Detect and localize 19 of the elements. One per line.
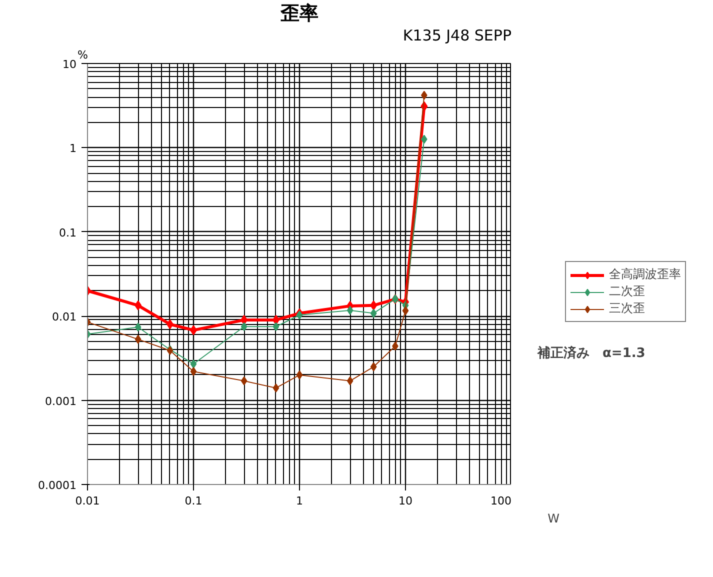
y-axis-title: %	[78, 48, 88, 62]
x-tick-label: 10	[398, 494, 412, 508]
chart-title: 歪率	[280, 2, 318, 24]
y-tick-label: 10	[62, 58, 77, 71]
legend-label: 三次歪	[609, 300, 645, 317]
text: 補正済み α=1.3	[536, 345, 646, 361]
chart-subtitle: K135 J48 SEPP	[402, 26, 512, 44]
x-tick-label: 1	[296, 494, 303, 508]
x-tick-label: 0.1	[184, 494, 202, 508]
y-tick-label: 0.0001	[38, 479, 77, 492]
legend-label: 二次歪	[609, 283, 645, 300]
x-axis-title: W	[548, 512, 560, 526]
legend-label: 全高調波歪率	[609, 266, 681, 283]
x-tick-label: 100	[490, 494, 512, 508]
y-tick-label: 1	[70, 142, 76, 156]
y-tick-label: 0.01	[52, 310, 77, 324]
y-tick-label: 0.1	[59, 226, 77, 240]
y-tick-label: 0.001	[45, 394, 77, 408]
x-tick-label: 0.01	[75, 494, 100, 508]
